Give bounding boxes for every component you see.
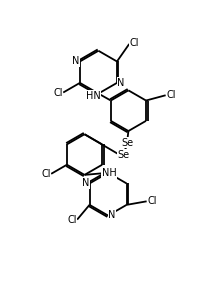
- Text: HN: HN: [86, 91, 100, 100]
- Text: N: N: [72, 56, 79, 67]
- Text: Se: Se: [121, 138, 133, 148]
- Text: NH: NH: [102, 168, 116, 178]
- Text: Cl: Cl: [53, 88, 62, 98]
- Text: Cl: Cl: [166, 90, 176, 100]
- Text: Cl: Cl: [67, 215, 77, 225]
- Text: Cl: Cl: [130, 38, 139, 48]
- Text: N: N: [117, 78, 125, 88]
- Text: Se: Se: [117, 150, 129, 159]
- Text: N: N: [108, 210, 116, 220]
- Text: Cl: Cl: [147, 196, 157, 206]
- Text: N: N: [82, 178, 89, 188]
- Text: Cl: Cl: [41, 169, 51, 179]
